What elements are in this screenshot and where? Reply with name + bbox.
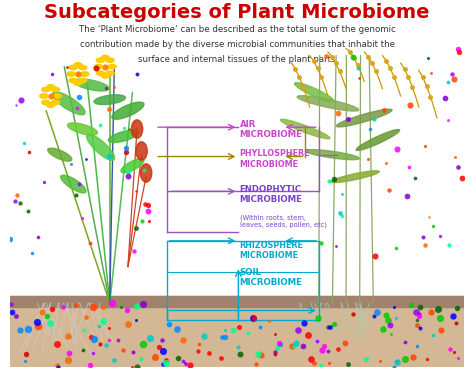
Ellipse shape [74,63,82,67]
Ellipse shape [40,94,48,98]
Ellipse shape [306,150,359,160]
Ellipse shape [112,102,144,119]
Ellipse shape [79,66,87,70]
Ellipse shape [53,92,85,115]
Ellipse shape [101,55,109,60]
Ellipse shape [94,64,102,69]
Text: AIR
MICROBIOME: AIR MICROBIOME [240,120,302,139]
Ellipse shape [69,78,77,83]
Ellipse shape [48,148,72,161]
Ellipse shape [109,130,138,142]
Ellipse shape [136,142,147,160]
Ellipse shape [131,120,143,138]
Ellipse shape [74,79,109,91]
Text: SOIL
MICROBIOME: SOIL MICROBIOME [240,268,302,287]
Ellipse shape [81,72,89,76]
Ellipse shape [46,103,55,107]
Ellipse shape [96,58,104,63]
Bar [10,296,464,367]
Ellipse shape [281,119,330,139]
Ellipse shape [106,58,114,63]
Ellipse shape [46,85,55,89]
Ellipse shape [51,87,60,92]
Text: surface and internal tissues of the plant parts: surface and internal tissues of the plan… [138,55,336,64]
Ellipse shape [61,175,86,193]
Ellipse shape [140,164,152,182]
Ellipse shape [108,64,116,69]
Ellipse shape [42,87,50,92]
Ellipse shape [74,81,82,85]
Text: ENDOPHYTIC
MICROBIOME: ENDOPHYTIC MICROBIOME [240,185,302,204]
Ellipse shape [54,94,62,98]
Ellipse shape [96,71,104,75]
Ellipse shape [337,109,392,127]
Ellipse shape [106,71,114,75]
Text: RHIZOSPHERE
MICROBIOME: RHIZOSPHERE MICROBIOME [240,241,304,261]
Text: PHYLLOSPHERE
MICROBIOME: PHYLLOSPHERE MICROBIOME [240,149,310,169]
Ellipse shape [69,66,77,70]
Ellipse shape [331,171,379,183]
Ellipse shape [297,96,359,111]
Text: (Within roots, stem,
leaves, seeds, pollen, etc): (Within roots, stem, leaves, seeds, poll… [240,215,327,229]
Ellipse shape [121,159,144,173]
Text: contribution made by the diverse microbial communities that inhabit the: contribution made by the diverse microbi… [80,40,394,49]
Ellipse shape [87,134,115,160]
Ellipse shape [356,130,400,151]
Text: Subcategories of Plant Microbiome: Subcategories of Plant Microbiome [44,3,430,21]
Ellipse shape [294,83,334,102]
Ellipse shape [67,72,75,76]
Ellipse shape [94,95,126,105]
Ellipse shape [79,78,87,83]
Ellipse shape [42,100,50,105]
Ellipse shape [67,123,98,135]
Bar [10,296,464,307]
Ellipse shape [51,100,60,105]
Text: The ‘Plant Microbiome’ can be described as the total sum of the genomic: The ‘Plant Microbiome’ can be described … [79,25,395,33]
Ellipse shape [101,74,109,78]
